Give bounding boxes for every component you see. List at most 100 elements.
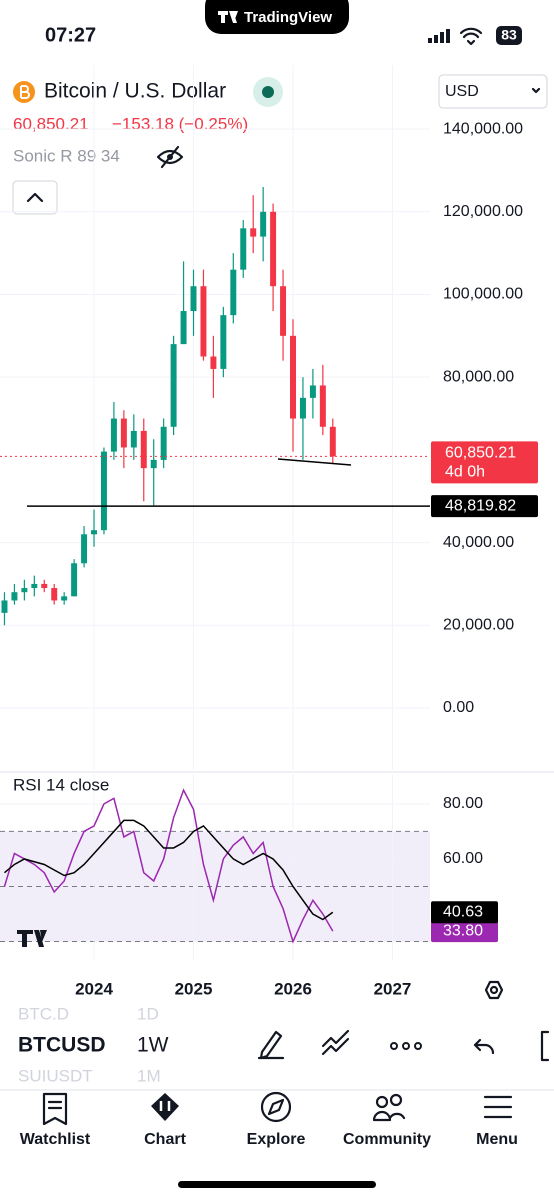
- nav-label[interactable]: Menu: [476, 1131, 518, 1148]
- symbol-title: Bitcoin / U.S. Dollar: [44, 80, 226, 103]
- indicator-name: Sonic R 89 34: [13, 146, 120, 165]
- candle-body: [240, 228, 247, 270]
- price-label-box: [431, 441, 538, 484]
- y-tick-label: 0.00: [443, 699, 474, 716]
- signal-icon: [428, 29, 450, 43]
- fullscreen[interactable]: [540, 1030, 550, 1062]
- last-value-label: 33.80: [443, 922, 483, 939]
- chart-settings[interactable]: [484, 980, 504, 1000]
- community-head: [389, 1093, 403, 1107]
- candle-body: [120, 418, 127, 448]
- candle-body: [81, 534, 88, 564]
- candle-body: [1, 600, 8, 613]
- price-change: −153.18 (−0.25%): [112, 114, 248, 133]
- nav-label[interactable]: Watchlist: [20, 1131, 91, 1148]
- candle-body: [200, 286, 207, 357]
- candle-body: [61, 596, 68, 601]
- drawing-tool[interactable]: [257, 1030, 285, 1060]
- candle-body: [280, 286, 287, 336]
- candle-body: [91, 530, 98, 535]
- last-value-box: [431, 920, 498, 943]
- candle-body: [250, 228, 257, 237]
- watermark-logo: [17, 930, 47, 947]
- rsi-line: [3, 819, 334, 921]
- candle-body: [11, 592, 18, 601]
- price-label: 60,850.21: [445, 445, 516, 462]
- y-tick-label: 60.00: [443, 850, 483, 867]
- collapse-icon: [26, 192, 44, 203]
- x-tick-label: 2026: [274, 979, 312, 998]
- battery: [496, 26, 522, 45]
- hide-indicator[interactable]: [156, 145, 184, 169]
- interval-prev[interactable]: 1D: [137, 1004, 159, 1023]
- y-tick-label: 120,000.00: [443, 203, 523, 220]
- trend-line-drawing: [277, 458, 352, 466]
- nav-label[interactable]: Community: [343, 1131, 431, 1148]
- rsi-line: [3, 788, 334, 944]
- candle-body: [21, 588, 28, 593]
- horizontal-line-label-box: [431, 495, 538, 518]
- y-tick-label: 80,000.00: [443, 368, 514, 385]
- battery-level: 83: [501, 27, 517, 43]
- collapse-button[interactable]: [12, 180, 58, 215]
- candle-body: [190, 286, 197, 312]
- interval[interactable]: 1W: [137, 1034, 169, 1057]
- candle-body: [329, 426, 336, 457]
- bar-countdown: 4d 0h: [445, 464, 485, 481]
- last-value-label: 40.63: [443, 904, 483, 921]
- candle-body: [170, 344, 177, 427]
- x-tick-label: 2025: [175, 979, 213, 998]
- app-pill: [205, 0, 349, 34]
- candle-body: [210, 356, 217, 369]
- y-tick-label: 20,000.00: [443, 616, 514, 633]
- symbol-next[interactable]: SUIUSDT: [18, 1066, 93, 1085]
- nav-label[interactable]: Chart: [144, 1131, 186, 1148]
- price-pane: 140,000.00 120,000.00 100,000.00 80,000.00 4…: [0, 65, 538, 770]
- symbol-prev[interactable]: BTC.D: [18, 1004, 69, 1023]
- nav-bar: Watchlist Chart Explore Community Menu: [20, 1131, 518, 1148]
- explore-needle: [267, 1098, 285, 1116]
- candle-body: [130, 430, 137, 448]
- x-tick-label: 2024: [75, 979, 113, 998]
- candle-body: [290, 335, 296, 419]
- candle-body: [51, 588, 58, 601]
- y-tick-label: 140,000.00: [443, 120, 523, 137]
- community-icon[interactable]: [372, 1110, 406, 1122]
- chart-icon[interactable]: [151, 1093, 179, 1121]
- chevron: [531, 87, 541, 94]
- last-value-box: [431, 901, 498, 924]
- rsi-band: [0, 831, 430, 942]
- x-tick-label: 2027: [374, 979, 412, 998]
- wifi-icon: [459, 27, 483, 46]
- app-name: TradingView: [244, 9, 332, 26]
- explore-icon[interactable]: [260, 1091, 292, 1123]
- clock: 07:27: [45, 24, 96, 46]
- candle-body: [140, 430, 147, 469]
- menu-icon[interactable]: [483, 1095, 513, 1119]
- watchlist-icon[interactable]: [42, 1092, 68, 1126]
- candle-body: [220, 315, 227, 369]
- candle-body: [71, 563, 78, 597]
- more-tools[interactable]: [390, 1042, 422, 1050]
- indicator-tool[interactable]: [321, 1029, 350, 1056]
- candle-body: [150, 459, 157, 469]
- candle-body: [270, 211, 277, 287]
- y-tick-label: 80.00: [443, 795, 483, 812]
- y-tick-label: 100,000.00: [443, 286, 523, 303]
- home-indicator: [178, 1181, 376, 1188]
- symbol[interactable]: BTCUSD: [18, 1034, 106, 1057]
- candle-body: [260, 211, 267, 237]
- community-head: [375, 1095, 389, 1109]
- candle-body: [319, 385, 326, 427]
- currency-select[interactable]: [438, 74, 548, 109]
- candle-body: [110, 418, 117, 452]
- interval-next[interactable]: 1M: [137, 1066, 161, 1085]
- rsi-title: RSI 14 close: [13, 775, 109, 794]
- candle-body: [100, 451, 107, 531]
- nav-label[interactable]: Explore: [247, 1131, 306, 1148]
- candle-body: [41, 583, 48, 589]
- undo[interactable]: [473, 1038, 495, 1055]
- horizontal-line-label: 48,819.82: [445, 497, 516, 514]
